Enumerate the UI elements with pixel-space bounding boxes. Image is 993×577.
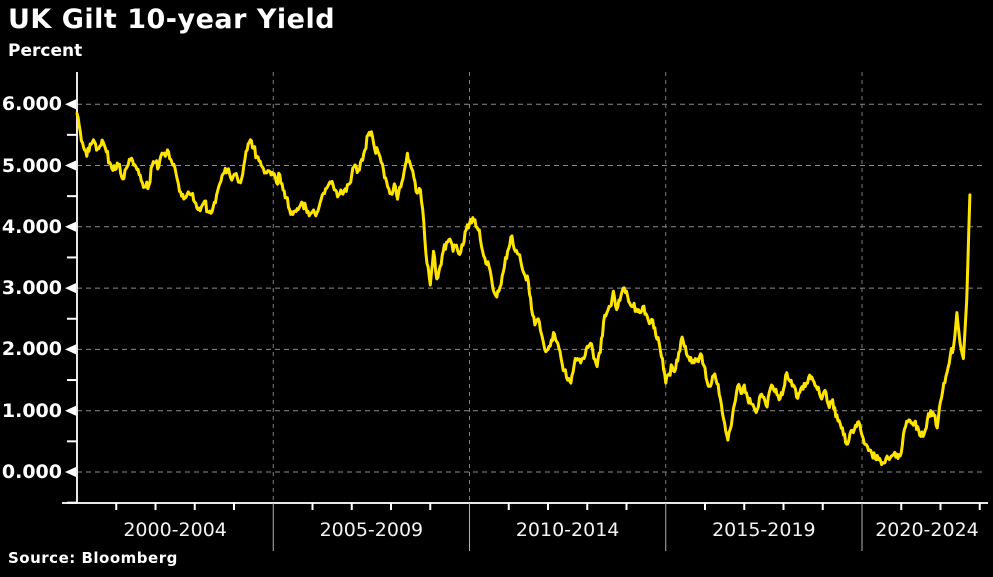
x-band-label: 2010-2014 [515,519,620,541]
y-tick-label: 4.000 [1,215,62,238]
y-tick-label: 0.000 [1,461,62,483]
y-tick-label: 5.000 [1,154,62,177]
y-major-arrow [65,467,76,477]
y-major-arrow [65,99,76,110]
chart-title: UK Gilt 10-year Yield [8,4,336,35]
y-tick-label: 1.000 [1,399,62,422]
y-major-arrow [65,160,76,171]
x-band-label: 2015-2019 [712,519,816,541]
y-tick-label: 2.000 [1,338,62,361]
y-major-arrow [65,283,76,294]
yield-line [75,111,972,467]
x-band-label: 2000-2004 [123,519,227,541]
source-label: Source: Bloomberg [8,549,178,567]
y-tick-label: 6.000 [1,93,62,116]
y-tick-label: 3.000 [1,277,62,300]
x-band-label: 2020-2024 [875,519,979,541]
y-major-arrow [65,344,76,355]
y-major-arrow [65,221,76,232]
y-major-arrow [65,405,76,416]
chart-subtitle: Percent [8,41,83,61]
x-band-label: 2005-2009 [319,519,424,541]
